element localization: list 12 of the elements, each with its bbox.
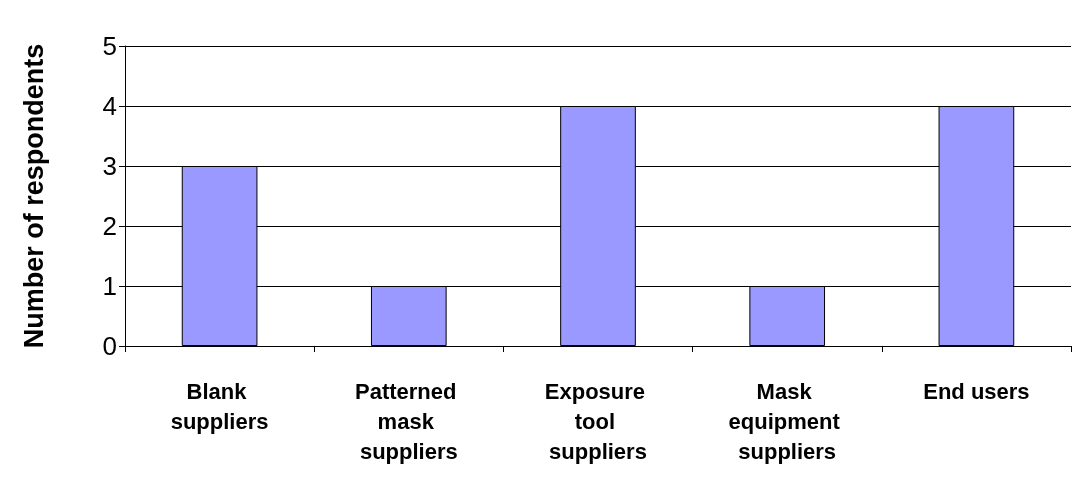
x-tick-label: Exposure tool suppliers — [544, 378, 652, 464]
x-tick-label: End users — [923, 378, 1030, 404]
y-tick-label: 0 — [102, 331, 117, 361]
y-tick-label: 3 — [102, 151, 117, 181]
x-tick-label: Mask equipment suppliers — [728, 378, 846, 464]
y-tick-label: 2 — [102, 211, 117, 241]
y-tick-label: 4 — [102, 91, 117, 121]
x-tick-label: Blank suppliers — [170, 378, 269, 434]
x-tick-label: Patterned mask suppliers — [355, 378, 463, 464]
y-tick-label: 5 — [102, 31, 117, 61]
y-axis-title: Number of respondents — [18, 43, 49, 349]
y-tick-label: 1 — [102, 271, 117, 301]
